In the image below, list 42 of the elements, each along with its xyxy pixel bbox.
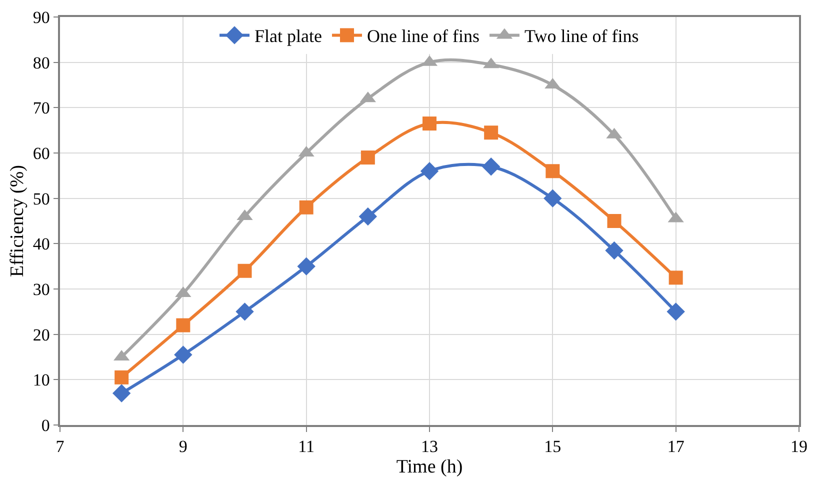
point: [174, 346, 192, 364]
y-axis-title: Efficiency (%): [7, 164, 28, 278]
y-tick-label: 0: [41, 416, 50, 435]
y-tick-label: 70: [32, 98, 50, 118]
point: [114, 370, 129, 384]
point: [360, 150, 375, 165]
point: [299, 200, 314, 214]
x-tick-label: 19: [790, 437, 808, 456]
y-tick-label: 80: [32, 53, 50, 72]
y-tick-label: 90: [32, 8, 50, 27]
x-axis-title: Time (h): [396, 456, 463, 478]
y-tick-label: 20: [32, 325, 50, 344]
legend-label: Two line of fins: [524, 26, 639, 46]
x-tick-label: 11: [298, 437, 315, 456]
point: [484, 126, 498, 140]
point: [422, 116, 436, 131]
x-tick-label: 15: [544, 437, 562, 456]
point: [297, 257, 316, 276]
point: [605, 241, 624, 260]
point: [112, 384, 131, 402]
point: [544, 189, 562, 208]
point: [668, 270, 683, 285]
point: [236, 302, 254, 321]
x-tick-label: 13: [421, 437, 438, 456]
y-tick-label: 10: [32, 370, 50, 390]
y-tick-label: 60: [32, 144, 50, 163]
point: [546, 164, 560, 178]
x-tick-label: 7: [56, 437, 65, 456]
point: [238, 264, 252, 278]
point: [482, 158, 500, 176]
y-tick-label: 50: [32, 189, 50, 208]
point: [420, 162, 439, 180]
point: [176, 318, 190, 332]
point: [358, 207, 378, 226]
y-tick-label: 30: [32, 280, 50, 299]
x-tick-label: 9: [178, 437, 188, 456]
legend-label: One line of fins: [366, 26, 480, 46]
x-tick-label: 17: [667, 437, 685, 456]
point: [607, 214, 622, 228]
point: [666, 302, 685, 321]
y-tick-label: 40: [32, 234, 50, 254]
legend-label: Flat plate: [254, 26, 322, 46]
